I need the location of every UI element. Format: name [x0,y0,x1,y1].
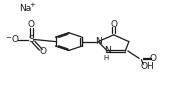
Text: S: S [28,35,34,44]
Text: H: H [103,55,108,61]
Text: O: O [12,35,19,44]
Text: N: N [104,46,111,55]
Text: Na: Na [19,4,31,13]
Text: O: O [39,48,47,56]
Text: O: O [110,20,117,29]
Text: +: + [29,2,35,8]
Text: N: N [95,37,101,46]
Text: O: O [28,20,35,29]
Text: −: − [5,35,11,41]
Text: O: O [149,54,157,63]
Text: OH: OH [141,62,154,71]
